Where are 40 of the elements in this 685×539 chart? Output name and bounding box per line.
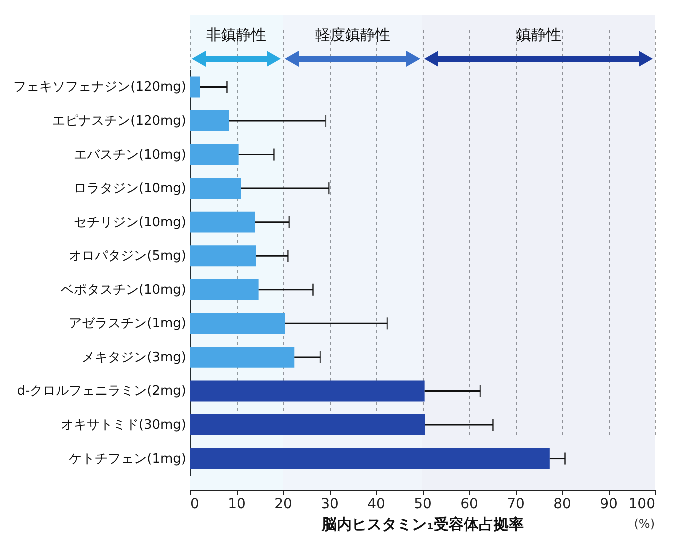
band-label: 鎮静性: [516, 26, 562, 44]
y-tick-label: メキタジン(3mg): [82, 350, 186, 366]
bar: [190, 246, 256, 267]
y-tick-label: エピナスチン(120mg): [52, 114, 186, 130]
bar: [190, 448, 550, 470]
bar: [190, 279, 259, 300]
y-tick-label: セチリジン(10mg): [74, 215, 186, 230]
x-tick-label: 0: [190, 496, 200, 512]
x-tick-label: 40: [368, 496, 386, 512]
x-tick-label: 90: [600, 496, 618, 512]
y-tick-label: オロパタジン(5mg): [69, 249, 186, 264]
bar: [190, 144, 239, 166]
bar: [190, 212, 256, 233]
x-tick-label: 10: [228, 496, 246, 512]
bar: [190, 313, 286, 334]
y-tick-label: オキサトミド(30mg): [60, 418, 186, 433]
x-tick-label: 70: [507, 496, 525, 512]
band-label: 軽度鎮静性: [315, 26, 390, 44]
y-tick-label: アゼラスチン(1mg): [69, 316, 186, 332]
y-tick-label: d-クロルフェニラミン(2mg): [17, 384, 186, 400]
x-tick-label: 50: [414, 496, 432, 512]
y-tick-label: ベポタスチン(10mg): [60, 282, 186, 298]
bar: [190, 346, 295, 368]
y-tick-label: ロラタジン(10mg): [74, 182, 186, 197]
bar: [190, 110, 230, 132]
x-tick-label: 60: [460, 496, 478, 512]
y-tick-label: エバスチン(10mg): [74, 148, 186, 163]
y-tick-label: フェキソフェナジン(120mg): [14, 80, 186, 96]
band-label: 非鎮静性: [206, 26, 266, 44]
bar: [190, 76, 200, 98]
bar: [190, 178, 242, 200]
x-tick-label: 20: [274, 496, 292, 512]
bar: [190, 380, 425, 402]
x-tick-label: 80: [554, 496, 572, 512]
x-tick-label: 30: [321, 496, 339, 512]
text: (%): [634, 517, 655, 531]
bar: [190, 414, 426, 436]
y-tick-label: ケトチフェン(1mg): [69, 452, 186, 467]
x-tick-label: 100: [628, 496, 656, 512]
x-axis-title: 脳内ヒスタミン₁受容体占拠率: [321, 516, 524, 534]
